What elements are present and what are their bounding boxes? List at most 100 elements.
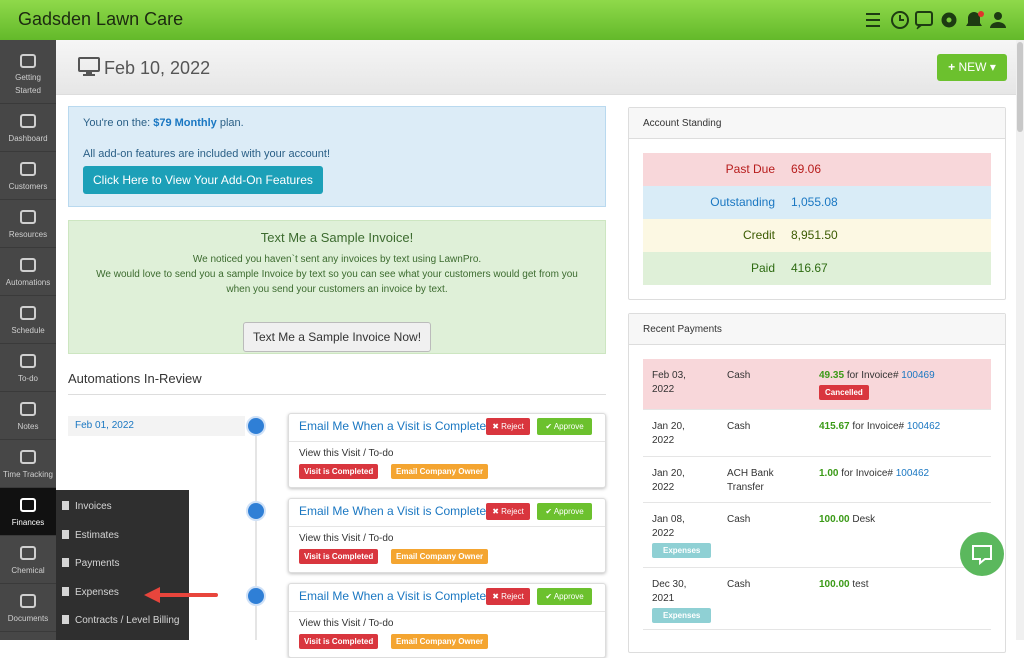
- red-arrow: [144, 587, 218, 603]
- sidebar-item[interactable]: Chemical: [0, 536, 56, 584]
- reject-button[interactable]: ✖ Reject: [486, 588, 530, 605]
- sidebar-item[interactable]: Getting Started: [0, 40, 56, 104]
- amount: 415.67: [819, 421, 850, 432]
- menu-item[interactable]: Estimates: [62, 529, 119, 541]
- standing-row: Credit 8,951.50: [643, 219, 991, 252]
- sidebar-item[interactable]: Resources: [0, 200, 56, 248]
- top-bar: [0, 0, 1024, 40]
- payment-method: ACH Bank Transfer: [727, 468, 774, 493]
- automation-node: [246, 416, 266, 436]
- addons-button[interactable]: Click Here to View Your Add-On Features: [83, 166, 323, 194]
- sidebar-label: Automations: [5, 278, 51, 287]
- sample-button[interactable]: Text Me a Sample Invoice Now!: [242, 322, 432, 352]
- account-standing: Account Standing Past Due 69.06 Outstandin…: [628, 107, 1006, 300]
- menu-item[interactable]: Payments: [62, 558, 119, 569]
- menu-icon: [62, 586, 69, 596]
- menu-item[interactable]: Contracts / Level Billing: [62, 615, 180, 626]
- standing-value: 69.06: [791, 162, 822, 176]
- sidebar-item[interactable]: Customers: [0, 152, 56, 200]
- new-button[interactable]: + NEW ▾: [937, 54, 1007, 81]
- automations-title: Automations In-Review: [68, 371, 202, 386]
- menu-item[interactable]: Invoices: [62, 501, 112, 512]
- plan-name: $79 Monthly: [153, 117, 217, 129]
- separator: [289, 611, 605, 612]
- standing-row: Past Due 69.06: [643, 153, 991, 186]
- view-link[interactable]: View this Visit / To-do: [299, 618, 394, 629]
- menu-icon: [62, 615, 69, 624]
- sidebar-icon: [20, 498, 36, 512]
- badge: Visit is Completed: [299, 634, 379, 649]
- payment-method: Cash: [727, 579, 751, 590]
- x: ✖: [492, 592, 502, 601]
- sidebar-label: Resources: [8, 230, 48, 239]
- sidebar-icon: [20, 114, 36, 128]
- badge: Email Company Owner: [391, 634, 489, 649]
- check: ✔: [545, 422, 554, 431]
- badge: Email Company Owner: [391, 464, 489, 479]
- expense-badge: Expenses: [652, 608, 712, 623]
- standing-label: Paid: [750, 261, 775, 275]
- standing-label: Credit: [742, 228, 775, 242]
- approve-label: Approve: [553, 592, 584, 601]
- view-link[interactable]: View this Visit / To-do: [299, 533, 394, 544]
- sidebar-icon: [20, 594, 36, 608]
- menu-label: Payments: [75, 558, 120, 569]
- sidebar-label: Schedule: [11, 326, 45, 335]
- payment-date: Jan 20, 2022: [652, 421, 685, 446]
- menu-label: Invoices: [75, 501, 112, 512]
- panel-title: Account Standing: [629, 108, 1005, 139]
- sidebar-item[interactable]: Dashboard: [0, 104, 56, 152]
- reject-button[interactable]: ✖ Reject: [486, 503, 530, 520]
- app-title: Gadsden Lawn Care: [18, 9, 184, 29]
- reject-button[interactable]: ✖ Reject: [486, 418, 530, 435]
- sidebar-icon: [20, 306, 36, 320]
- payment-row: Jan 20, 2022 ACH Bank Transfer 1.00 for In…: [643, 457, 991, 503]
- invoice-link[interactable]: 100469: [901, 370, 935, 381]
- payment-method: Cash: [727, 421, 751, 432]
- check: ✔: [545, 592, 554, 601]
- automation-title[interactable]: Email Me When a Visit is Complete: [299, 589, 487, 603]
- sidebar-item[interactable]: Documents: [0, 584, 56, 632]
- divider: [68, 394, 606, 395]
- sidebar-item[interactable]: Schedule: [0, 296, 56, 344]
- sidebar-item[interactable]: To-do: [0, 344, 56, 392]
- plan-prefix: You're on the:: [83, 117, 151, 129]
- sidebar-label: Documents: [7, 614, 49, 623]
- sidebar-label: Notes: [17, 422, 39, 431]
- menu-item[interactable]: Expenses: [62, 586, 119, 598]
- invoice-link[interactable]: 100462: [895, 468, 930, 479]
- panel-title: Recent Payments: [629, 314, 1005, 345]
- approve-button[interactable]: ✔ Approve: [537, 588, 592, 605]
- sidebar-label: Time Tracking: [3, 470, 53, 479]
- sidebar-icon: [20, 258, 36, 272]
- sidebar-item[interactable]: Time Tracking: [0, 440, 56, 488]
- menu-label: Contracts / Level Billing: [75, 615, 180, 626]
- approve-button[interactable]: ✔ Approve: [537, 503, 592, 520]
- amount: 49.35: [819, 370, 845, 381]
- standing-row: Paid 416.67: [643, 252, 991, 285]
- scroll-thumb: [1017, 42, 1023, 132]
- sidebar-item[interactable]: Finances: [0, 488, 56, 536]
- expense-badge: Expenses: [652, 543, 712, 558]
- automation-title[interactable]: Email Me When a Visit is Complete: [299, 419, 487, 433]
- automation-title[interactable]: Email Me When a Visit is Complete: [299, 504, 487, 518]
- approve-button[interactable]: ✔ Approve: [537, 418, 592, 435]
- scrollbar: [1016, 40, 1024, 640]
- payment-amount: 1.00 for Invoice# 100462: [819, 467, 929, 481]
- status-badge: Cancelled: [819, 385, 869, 400]
- invoice-link[interactable]: 100462: [906, 421, 941, 432]
- payment-amount: 49.35 for Invoice# 100469: [819, 369, 935, 383]
- standing-label: Outstanding: [710, 195, 775, 209]
- view-link[interactable]: View this Visit / To-do: [299, 448, 394, 459]
- chat-button[interactable]: [960, 532, 1004, 576]
- sample-line: We noticed you haven`t sent any invoices…: [192, 254, 482, 265]
- sidebar-item[interactable]: Notes: [0, 392, 56, 440]
- finance-menu: Invoices Estimates Payments Expenses Contrac…: [56, 490, 189, 640]
- separator: [289, 526, 605, 527]
- sidebar-icon: [20, 210, 36, 224]
- plus: +: [948, 60, 956, 74]
- approve-label: Approve: [553, 507, 584, 516]
- sidebar-item[interactable]: Automations: [0, 248, 56, 296]
- sidebar-icon: [20, 450, 36, 464]
- chat-icon: [972, 545, 992, 566]
